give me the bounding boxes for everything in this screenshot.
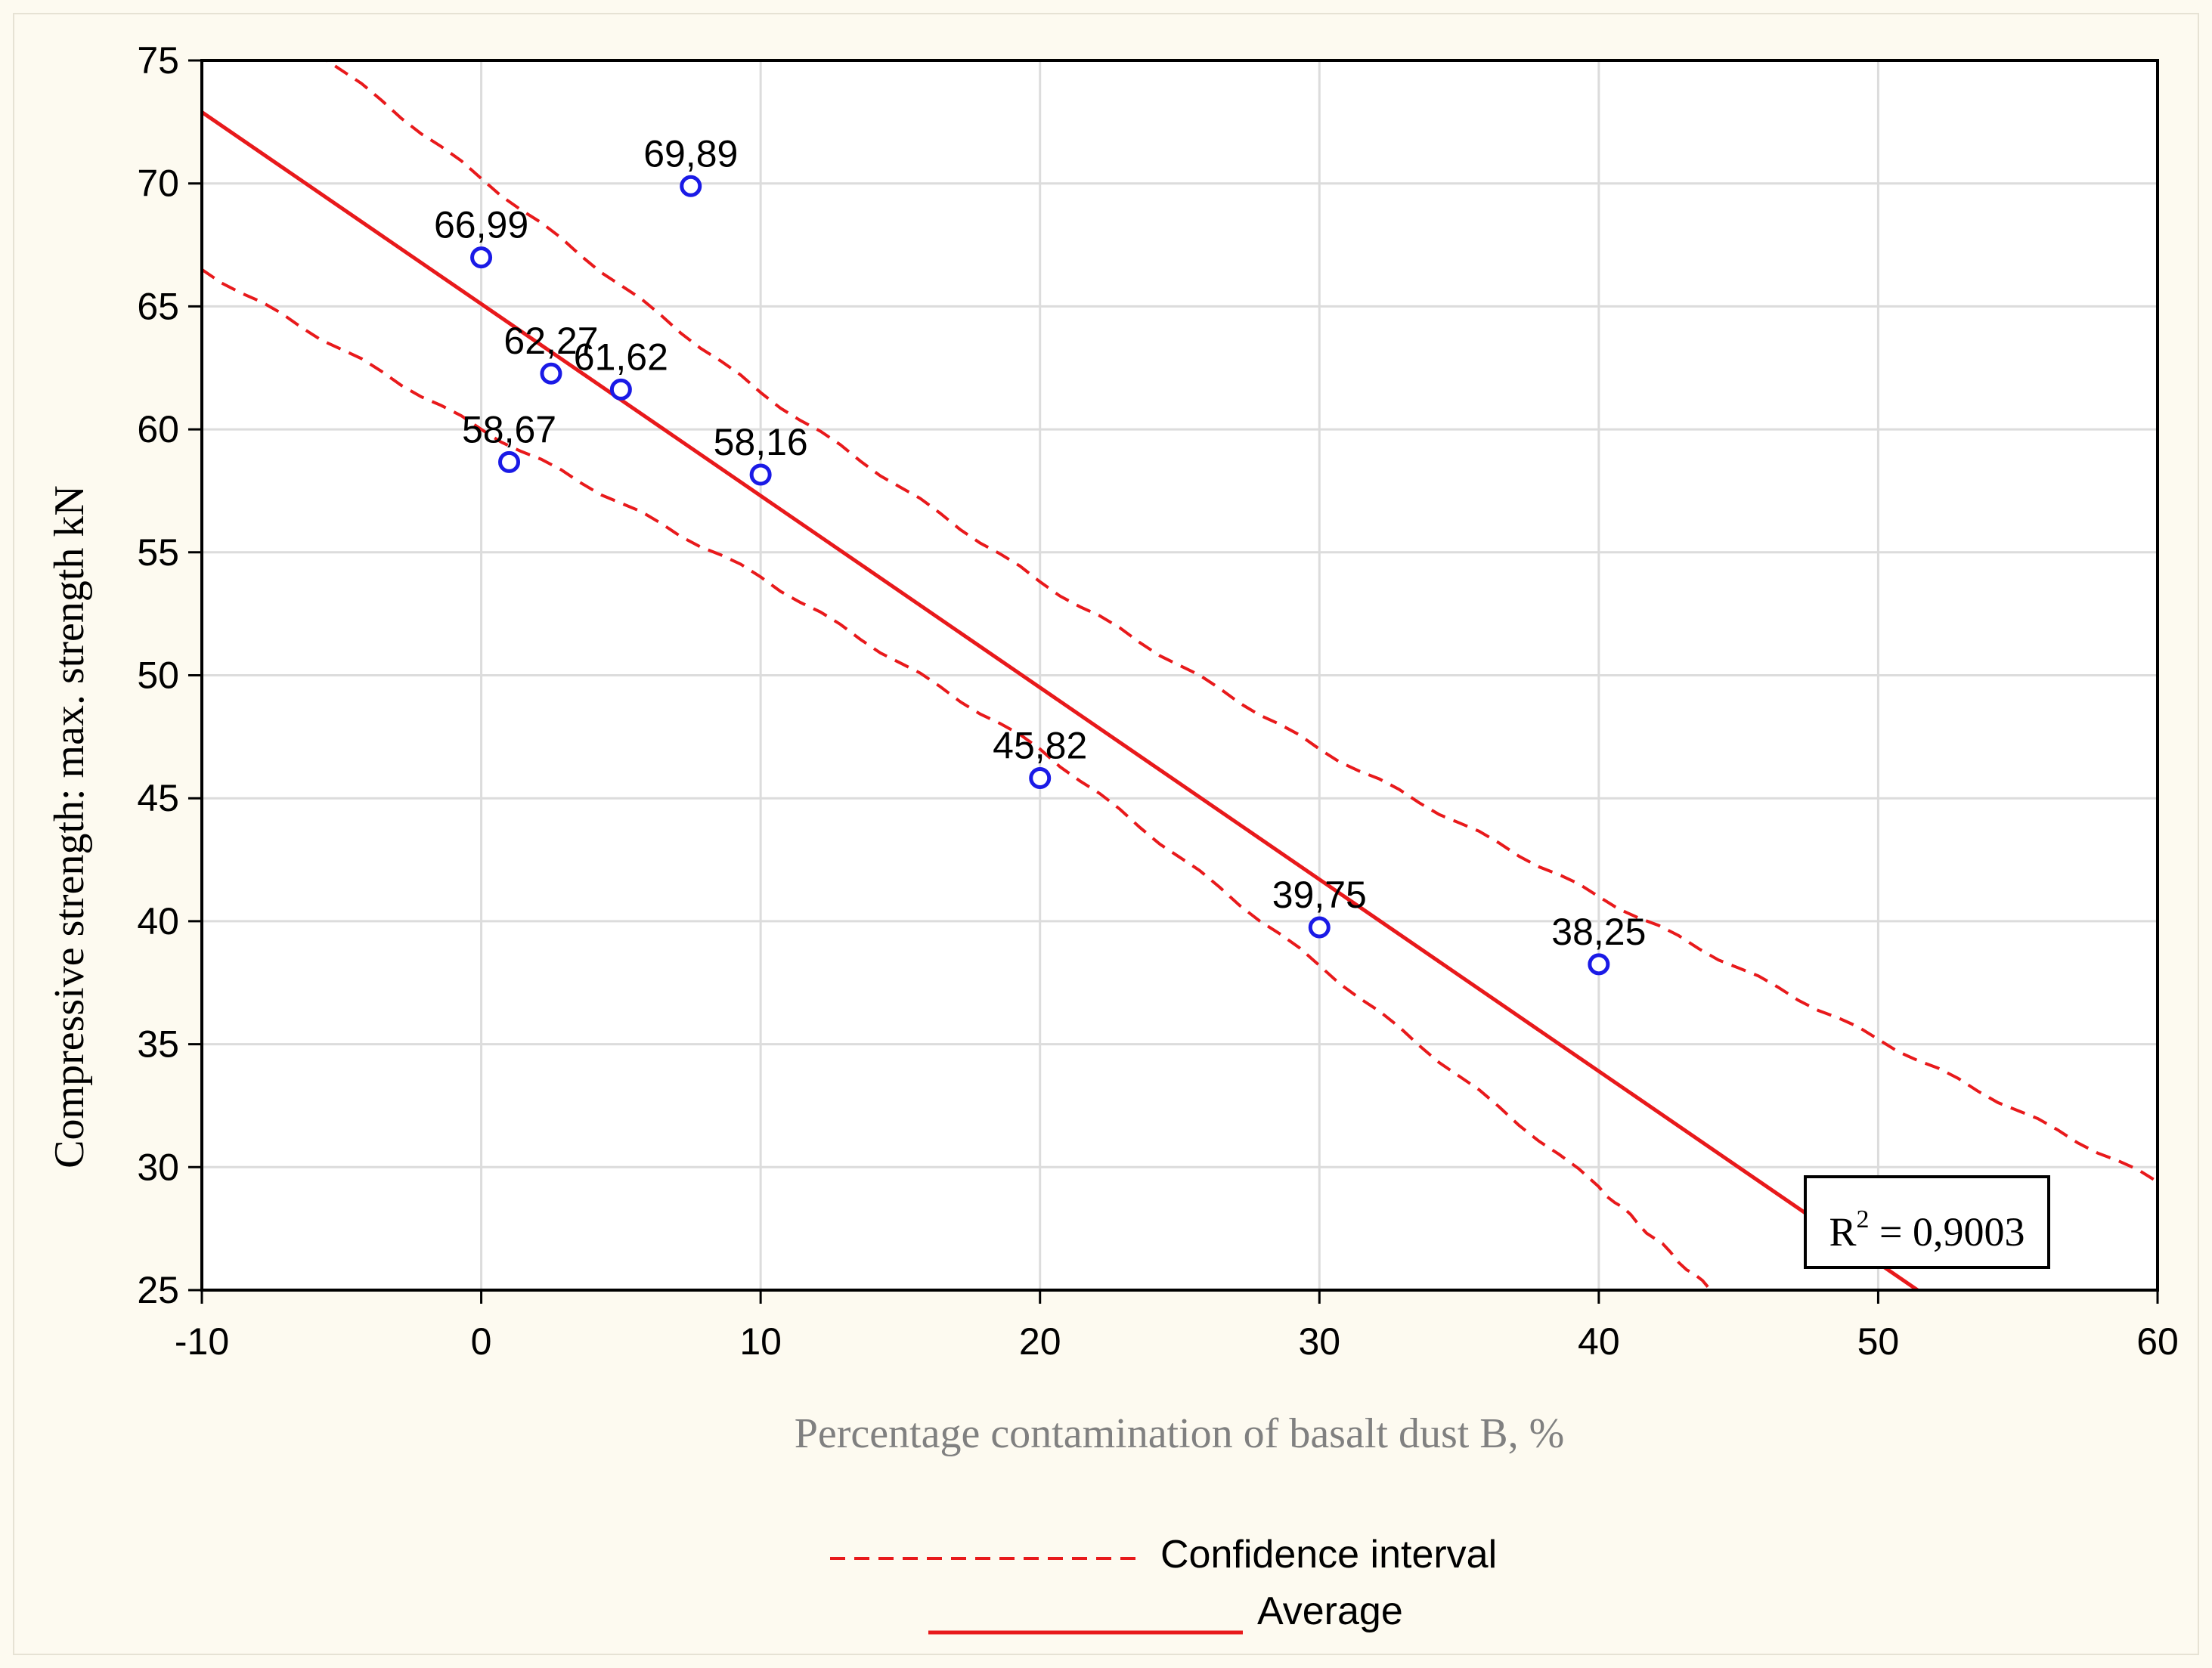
grid-lines [202,60,2158,1290]
data-point-label: 69,89 [643,132,738,175]
x-tick-label: 20 [1019,1320,1061,1363]
data-point-label: 39,75 [1272,874,1367,916]
y-tick-label: 70 [137,162,179,205]
data-point [1029,767,1052,790]
data-point-label: 58,16 [714,421,808,463]
legend-confidence-interval-label: Confidence interval [1160,1533,1497,1577]
confidence-lower-line [202,268,1712,1290]
y-tick-label: 75 [137,39,179,82]
data-point-label: 66,99 [434,204,528,246]
r-squared-frame [1804,1175,2050,1269]
data-point [470,246,493,269]
r-squared-exponent: 2 [1857,1205,1870,1233]
x-tick-label: 50 [1857,1320,1900,1363]
confidence-interval-lines [202,60,2158,1290]
y-tick-label: 60 [137,408,179,450]
y-axis-ticks: 25 30 35 40 45 50 55 60 65 70 75 [137,39,202,1311]
x-tick-label: 0 [471,1320,492,1363]
data-points [470,175,1610,976]
x-tick-label: 10 [739,1320,782,1363]
outer-frame [13,13,2199,1655]
y-tick-label: 30 [137,1146,179,1188]
y-tick-label: 50 [137,655,179,697]
y-tick-label: 45 [137,777,179,819]
data-point [609,378,632,401]
data-point-label: 58,67 [462,408,556,450]
data-point [1588,953,1610,976]
data-point [498,450,521,473]
legend: Confidence interval Average [830,1533,1497,1635]
x-tick-label: -10 [175,1320,229,1363]
r-squared-symbol: R [1829,1209,1857,1255]
r-squared-value: = 0,9003 [1870,1209,2025,1255]
x-axis-title: Percentage contamination of basalt dust … [795,1410,1565,1457]
data-point [749,463,772,486]
x-tick-label: 60 [2136,1320,2179,1363]
data-point-label: 61,62 [574,336,668,378]
y-tick-label: 65 [137,285,179,327]
legend-average-label: Average [1257,1589,1403,1633]
y-tick-label: 55 [137,531,179,574]
y-axis-title: Compressive strength: max. strength kN [46,485,93,1168]
x-tick-label: 30 [1298,1320,1340,1363]
r-squared-box: R2 = 0,9003 [1804,1175,2050,1269]
data-point [680,175,702,197]
data-point-label: 45,82 [993,725,1087,767]
data-point-label: 62,27 [503,320,598,362]
confidence-upper-line [324,60,2158,1184]
y-tick-label: 35 [137,1023,179,1066]
y-tick-label: 40 [137,900,179,942]
y-tick-label: 25 [137,1269,179,1311]
x-axis-ticks: -10 0 10 20 30 40 50 60 [175,1290,2179,1363]
data-point [1308,916,1331,939]
data-point-label: 38,25 [1551,911,1646,953]
x-tick-label: 40 [1578,1320,1620,1363]
r-squared-label: R2 = 0,9003 [1829,1205,2025,1255]
data-point [540,362,562,385]
